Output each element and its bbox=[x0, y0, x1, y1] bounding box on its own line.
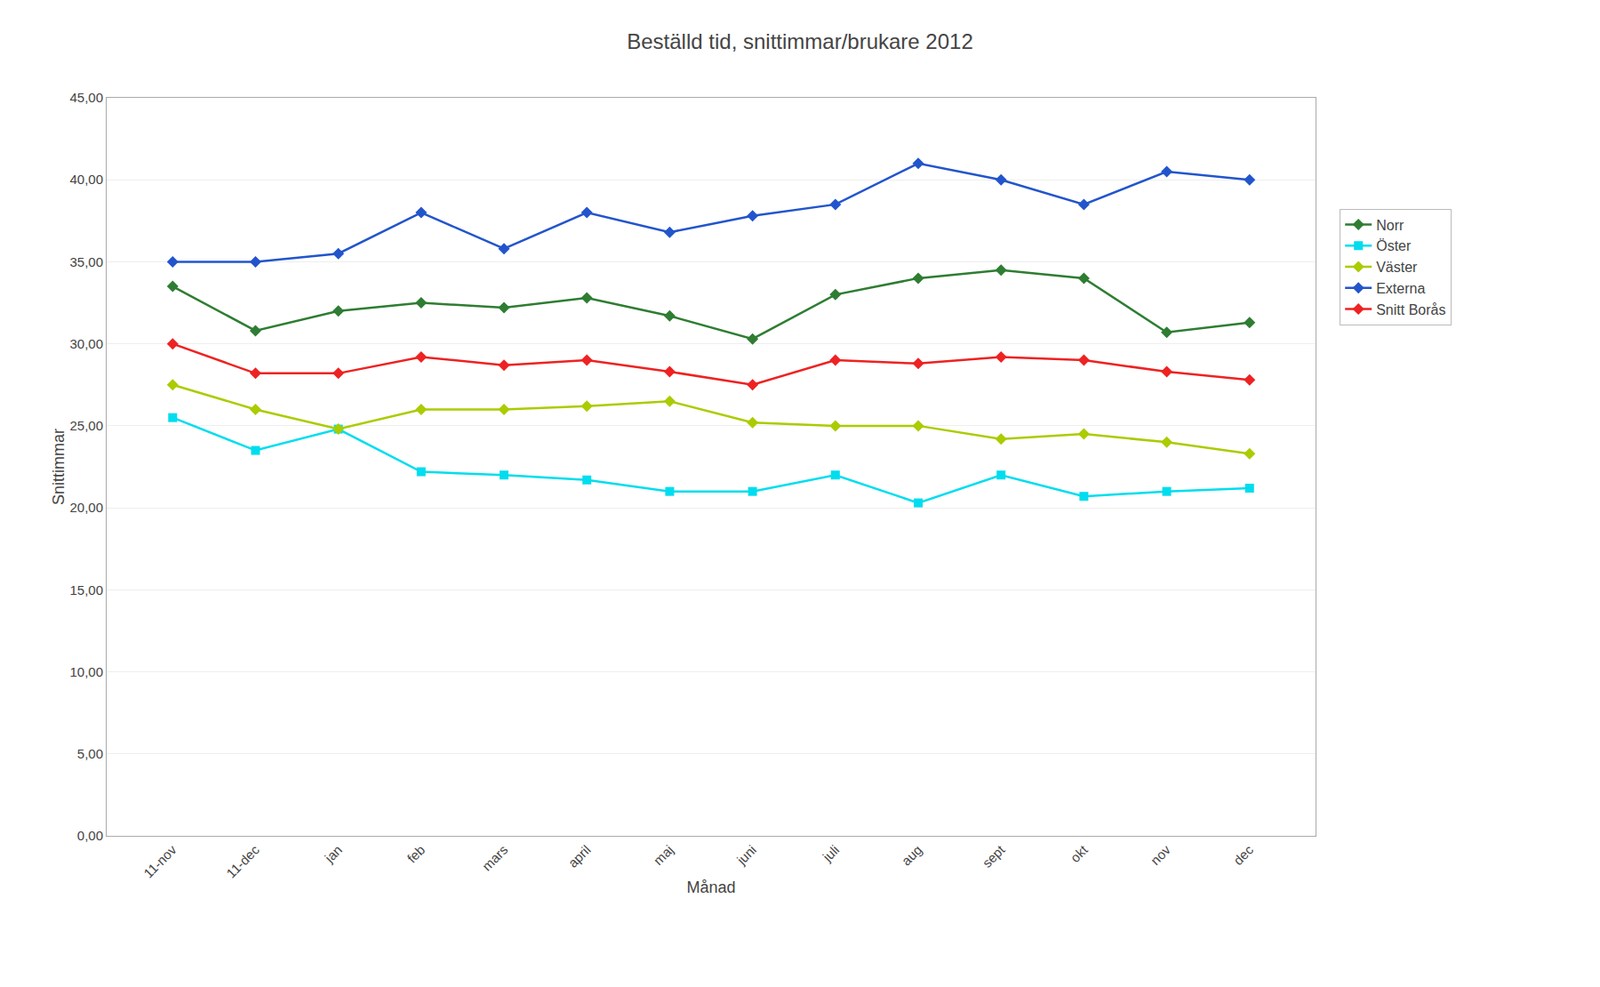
svg-text:dec: dec bbox=[1230, 841, 1256, 868]
svg-text:30,00: 30,00 bbox=[69, 336, 104, 352]
svg-text:juni: juni bbox=[733, 841, 760, 868]
svg-text:aug: aug bbox=[898, 841, 926, 869]
svg-text:Beställd tid, snittimmar/bruka: Beställd tid, snittimmar/brukare 2012 bbox=[626, 29, 974, 54]
svg-text:10,00: 10,00 bbox=[69, 664, 104, 680]
svg-text:feb: feb bbox=[403, 841, 428, 866]
svg-text:11-dec: 11-dec bbox=[223, 841, 263, 881]
svg-text:Snittimmar: Snittimmar bbox=[49, 428, 68, 505]
svg-text:40,00: 40,00 bbox=[69, 171, 104, 187]
svg-text:Norr: Norr bbox=[1376, 217, 1405, 233]
svg-text:15,00: 15,00 bbox=[69, 582, 104, 598]
svg-text:5,00: 5,00 bbox=[77, 745, 104, 761]
svg-text:jan: jan bbox=[320, 841, 345, 866]
svg-text:juli: juli bbox=[819, 841, 843, 865]
svg-text:Månad: Månad bbox=[686, 878, 736, 896]
svg-text:11-nov: 11-nov bbox=[140, 841, 180, 881]
svg-text:nov: nov bbox=[1147, 841, 1174, 868]
svg-text:sept: sept bbox=[979, 840, 1009, 871]
svg-text:april: april bbox=[565, 841, 594, 871]
svg-text:Väster: Väster bbox=[1376, 259, 1418, 275]
svg-text:maj: maj bbox=[650, 841, 677, 868]
svg-text:okt: okt bbox=[1067, 840, 1092, 865]
svg-text:Externa: Externa bbox=[1376, 280, 1425, 296]
svg-text:20,00: 20,00 bbox=[69, 499, 104, 515]
svg-text:25,00: 25,00 bbox=[69, 417, 104, 433]
svg-text:45,00: 45,00 bbox=[69, 89, 104, 105]
svg-text:35,00: 35,00 bbox=[69, 254, 104, 270]
svg-text:Snitt Borås: Snitt Borås bbox=[1376, 302, 1446, 318]
svg-text:mars: mars bbox=[479, 841, 512, 874]
svg-text:Öster: Öster bbox=[1376, 238, 1412, 254]
svg-text:0,00: 0,00 bbox=[77, 827, 104, 843]
